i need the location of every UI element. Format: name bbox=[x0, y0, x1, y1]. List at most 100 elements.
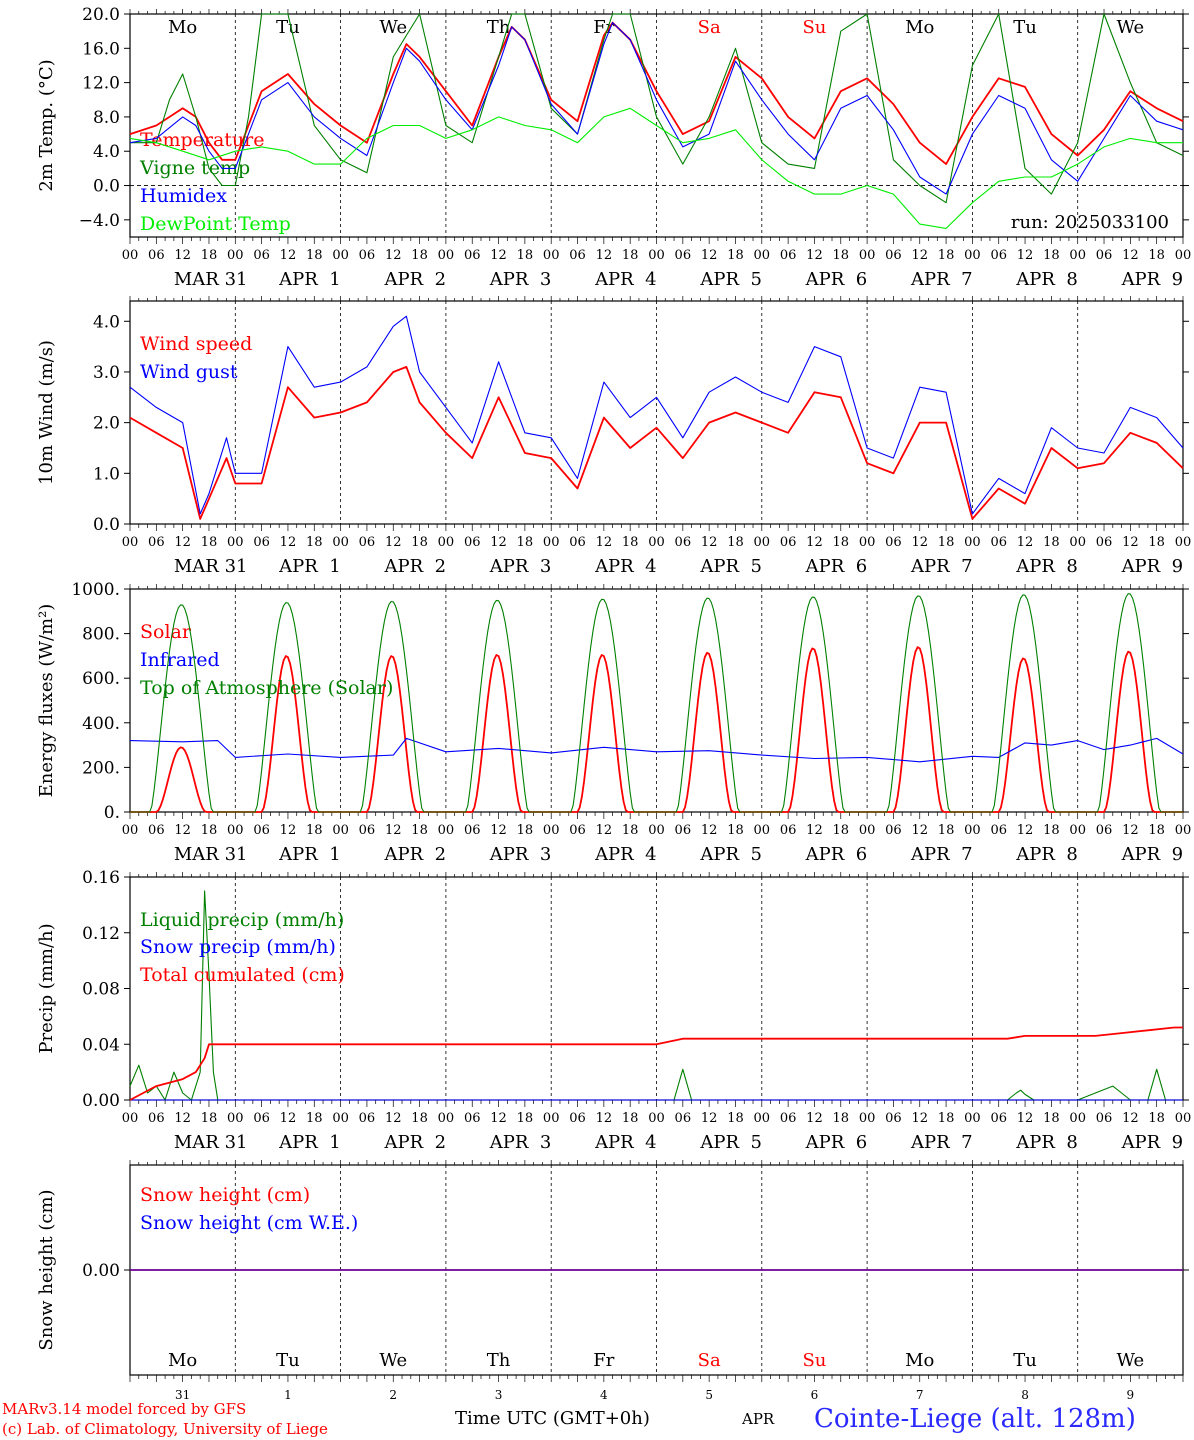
legend-entry: Humidex bbox=[140, 185, 227, 207]
x-tick-label: 18 bbox=[938, 248, 955, 263]
date-label: APR 2 bbox=[383, 1132, 446, 1153]
x-tick-label: 12 bbox=[1017, 248, 1034, 263]
date-label: APR 6 bbox=[805, 269, 868, 290]
x-tick-label: 00 bbox=[964, 1111, 981, 1126]
day-label: Su bbox=[802, 17, 826, 38]
y-tick-label: 800. bbox=[82, 625, 120, 645]
x-tick-label: 06 bbox=[780, 823, 797, 838]
date-label: APR 9 bbox=[1121, 844, 1184, 865]
plot-frame bbox=[129, 300, 1184, 525]
date-label: APR 7 bbox=[910, 556, 973, 577]
x-tick-label: 00 bbox=[648, 248, 665, 263]
plot-frame bbox=[129, 588, 1184, 813]
x-tick-label: 00 bbox=[964, 535, 981, 550]
x-tick-label: 12 bbox=[490, 535, 507, 550]
x-tick-label: 12 bbox=[596, 1111, 613, 1126]
x-tick-label: 06 bbox=[675, 823, 692, 838]
y-tick-label: 0.12 bbox=[82, 924, 120, 944]
x-tick-label: 00 bbox=[648, 535, 665, 550]
x-tick-label: 18 bbox=[622, 1111, 639, 1126]
series-line bbox=[129, 365, 1184, 520]
x-tick-label: 18 bbox=[938, 823, 955, 838]
x-tick-label: 00 bbox=[122, 248, 139, 263]
y-tick-label: 20.0 bbox=[82, 5, 120, 25]
x-tick-label: 00 bbox=[964, 248, 981, 263]
day-label: Sa bbox=[698, 1350, 721, 1371]
date-label: APR 6 bbox=[805, 1132, 868, 1153]
model-credit: MARv3.14 model forced by GFS bbox=[2, 1400, 246, 1418]
legend-entry: Snow height (cm W.E.) bbox=[140, 1212, 358, 1234]
y-tick-label: 16.0 bbox=[82, 39, 120, 59]
y-tick-label: 3.0 bbox=[93, 363, 120, 383]
y-tick-label: 400. bbox=[82, 714, 120, 734]
legend-entry: Wind gust bbox=[140, 361, 238, 383]
date-number: 8 bbox=[1021, 1388, 1029, 1402]
x-tick-label: 18 bbox=[727, 248, 744, 263]
x-tick-label: 12 bbox=[701, 823, 718, 838]
date-number: 5 bbox=[705, 1388, 713, 1402]
day-label: Tu bbox=[276, 17, 300, 38]
x-tick-label: 18 bbox=[1043, 535, 1060, 550]
x-tick-label: 00 bbox=[1069, 535, 1086, 550]
date-label: MAR 31 bbox=[174, 844, 248, 865]
x-tick-label: 06 bbox=[253, 535, 270, 550]
y-tick-label: 600. bbox=[82, 669, 120, 689]
date-label: APR 4 bbox=[594, 1132, 657, 1153]
day-label: Mo bbox=[168, 17, 197, 38]
x-tick-label: 06 bbox=[1096, 535, 1113, 550]
x-tick-label: 12 bbox=[806, 248, 823, 263]
date-label: MAR 31 bbox=[174, 556, 248, 577]
x-tick-label: 12 bbox=[1122, 248, 1139, 263]
y-tick-label: 2.0 bbox=[93, 414, 120, 434]
x-tick-label: 12 bbox=[385, 248, 402, 263]
x-tick-label: 12 bbox=[490, 1111, 507, 1126]
date-number: 1 bbox=[284, 1388, 292, 1402]
x-tick-label: 06 bbox=[569, 1111, 586, 1126]
x-tick-label: 12 bbox=[911, 535, 928, 550]
x-tick-label: 18 bbox=[727, 823, 744, 838]
date-label: APR 9 bbox=[1121, 269, 1184, 290]
x-tick-label: 06 bbox=[464, 535, 481, 550]
x-tick-label: 12 bbox=[1017, 823, 1034, 838]
date-label: APR 8 bbox=[1015, 556, 1078, 577]
date-label: APR 4 bbox=[594, 844, 657, 865]
date-label: APR 1 bbox=[278, 1132, 341, 1153]
x-tick-label: 12 bbox=[490, 823, 507, 838]
x-tick-label: 18 bbox=[833, 535, 850, 550]
x-tick-label: 06 bbox=[148, 248, 165, 263]
x-tick-label: 00 bbox=[122, 1111, 139, 1126]
day-label: Mo bbox=[168, 1350, 197, 1371]
x-tick-label: 06 bbox=[359, 823, 376, 838]
x-tick-label: 18 bbox=[622, 535, 639, 550]
day-label: Mo bbox=[905, 17, 934, 38]
x-tick-label: 00 bbox=[332, 1111, 349, 1126]
date-label: APR 2 bbox=[383, 269, 446, 290]
date-label: MAR 31 bbox=[174, 1132, 248, 1153]
date-label: APR 3 bbox=[489, 844, 552, 865]
x-tick-label: 12 bbox=[701, 248, 718, 263]
panel-2: 4.0 3.0 2.0 1.0 0.0 10m Wind (m/s) Wind speed W… bbox=[36, 296, 1191, 577]
month-label: APR bbox=[741, 1410, 775, 1428]
x-tick-label: 18 bbox=[411, 1111, 428, 1126]
y-tick-label: 0.0 bbox=[93, 177, 120, 197]
x-tick-label: 00 bbox=[754, 535, 771, 550]
date-label: APR 1 bbox=[278, 844, 341, 865]
date-label: APR 9 bbox=[1121, 1132, 1184, 1153]
y-axis-label: 10m Wind (m/s) bbox=[36, 340, 57, 485]
x-tick-label: 06 bbox=[464, 1111, 481, 1126]
x-tick-label: 12 bbox=[1122, 1111, 1139, 1126]
date-label: APR 7 bbox=[910, 269, 973, 290]
x-tick-label: 00 bbox=[438, 535, 455, 550]
x-tick-label: 00 bbox=[1175, 248, 1192, 263]
day-label: We bbox=[379, 1350, 407, 1371]
date-number: 7 bbox=[916, 1388, 924, 1402]
x-tick-label: 18 bbox=[622, 823, 639, 838]
date-label: APR 3 bbox=[489, 1132, 552, 1153]
y-tick-label: 0.04 bbox=[82, 1035, 120, 1055]
y-axis-label: 2m Temp. (°C) bbox=[36, 59, 57, 191]
date-label: APR 1 bbox=[278, 556, 341, 577]
x-tick-label: 12 bbox=[280, 535, 297, 550]
x-tick-label: 18 bbox=[1148, 823, 1165, 838]
time-axis-title: Time UTC (GMT+0h) bbox=[455, 1408, 650, 1429]
date-number: 2 bbox=[389, 1388, 397, 1402]
